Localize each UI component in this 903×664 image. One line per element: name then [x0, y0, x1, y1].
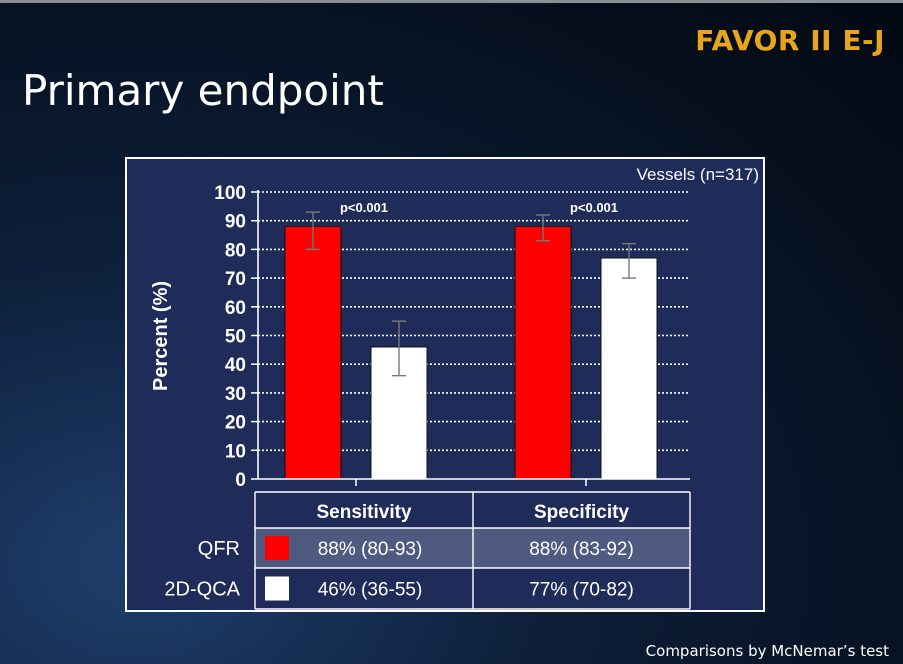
error-bars [306, 211, 636, 377]
footnote: Comparisons by McNemar’s test [645, 642, 889, 660]
bars [284, 225, 658, 480]
bar-qfr-specificity [514, 225, 572, 480]
table-cell: 88% (80-93) [318, 539, 423, 560]
y-tick-label: 70 [225, 269, 246, 290]
p-value-label: p<0.001 [570, 200, 618, 215]
results-table: Sensitivity Specificity QFR 88% (80-93) 88% … [164, 491, 691, 610]
y-tick-label: 80 [225, 240, 246, 261]
y-tick-label: 90 [225, 212, 246, 233]
bar-chart: Vessels (n=317) Percent (%) 0 10 20 30 40 50 6… [150, 165, 759, 610]
axes [251, 190, 690, 486]
y-tick-label: 100 [214, 183, 246, 204]
table-header-specificity: Specificity [534, 502, 629, 523]
bar-2d-qca-specificity [600, 257, 658, 480]
legend-swatch-2d-qca [265, 576, 289, 601]
table-cell: 77% (70-82) [529, 580, 634, 601]
chart-panel: Vessels (n=317) Percent (%) 0 10 20 30 40 50 6… [125, 157, 765, 612]
table-cell: 46% (36-55) [318, 580, 423, 601]
legend-swatch-qfr [265, 536, 289, 560]
p-value-label: p<0.001 [340, 200, 388, 215]
table-row-label: QFR [198, 538, 240, 560]
top-border [0, 0, 903, 3]
table-cell: 88% (83-92) [529, 539, 634, 560]
bar-qfr-sensitivity [284, 225, 342, 480]
y-tick-label: 30 [225, 384, 246, 405]
y-tick-label: 10 [225, 441, 246, 462]
p-value-labels: p<0.001 p<0.001 [340, 200, 618, 215]
y-tick-label: 60 [225, 298, 246, 319]
y-tick-labels: 0 10 20 30 40 50 60 70 80 90 100 [214, 183, 246, 491]
study-brand: FAVOR II E-J [695, 24, 885, 57]
table-header-sensitivity: Sensitivity [316, 502, 411, 523]
sample-size-annotation: Vessels (n=317) [637, 165, 759, 184]
table-row-label: 2D-QCA [164, 579, 240, 601]
y-tick-label: 40 [225, 355, 246, 376]
y-tick-label: 20 [225, 413, 246, 434]
y-tick-label: 50 [225, 327, 246, 348]
slide-title: Primary endpoint [22, 66, 384, 115]
y-tick-label: 0 [235, 470, 246, 491]
y-axis-label: Percent (%) [150, 281, 172, 391]
